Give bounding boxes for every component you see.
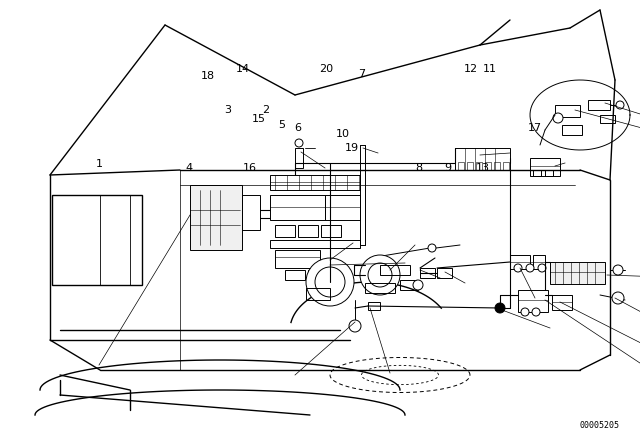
Bar (368, 302, 380, 310)
Bar (555, 105, 580, 117)
Bar (588, 100, 610, 110)
Text: 10: 10 (335, 129, 349, 139)
Bar (510, 255, 530, 269)
Text: 2: 2 (262, 105, 269, 115)
Circle shape (613, 265, 623, 275)
Bar (545, 170, 553, 176)
Bar (600, 115, 615, 123)
Text: 19: 19 (345, 143, 359, 153)
Bar (562, 125, 582, 135)
Text: 14: 14 (236, 65, 250, 74)
Bar (420, 268, 435, 278)
Bar (550, 262, 605, 284)
Bar (306, 288, 330, 300)
Bar (52, 195, 142, 285)
Text: 1: 1 (96, 159, 102, 168)
Text: 13: 13 (476, 163, 490, 173)
Text: 12: 12 (463, 65, 477, 74)
Bar (476, 162, 482, 170)
Text: 18: 18 (201, 71, 215, 81)
Text: 20: 20 (319, 65, 333, 74)
Circle shape (295, 139, 303, 147)
Circle shape (532, 308, 540, 316)
Circle shape (553, 113, 563, 123)
Circle shape (612, 292, 624, 304)
Bar (400, 280, 418, 290)
Bar (380, 265, 410, 275)
Text: 15: 15 (252, 114, 266, 124)
Bar (295, 148, 303, 168)
Text: 4: 4 (185, 163, 193, 173)
Text: 9: 9 (444, 163, 452, 173)
Bar (190, 185, 242, 250)
Circle shape (360, 255, 400, 295)
Circle shape (616, 101, 624, 109)
Bar (530, 158, 560, 176)
Bar (325, 195, 360, 220)
Bar (275, 250, 320, 268)
Circle shape (368, 263, 392, 287)
Bar (533, 170, 541, 176)
Bar (270, 195, 325, 220)
Bar (467, 162, 473, 170)
Text: 00005205: 00005205 (580, 421, 620, 430)
Circle shape (514, 264, 522, 272)
Text: 8: 8 (415, 163, 423, 173)
Circle shape (349, 320, 361, 332)
Bar (321, 225, 341, 237)
Circle shape (428, 244, 436, 252)
Text: 7: 7 (358, 69, 365, 79)
Text: 5: 5 (278, 121, 285, 130)
Bar (533, 255, 545, 269)
Circle shape (413, 280, 423, 290)
Bar (503, 162, 509, 170)
Bar (298, 225, 318, 237)
Bar (518, 290, 548, 312)
Circle shape (521, 308, 529, 316)
Text: 6: 6 (294, 123, 301, 133)
Circle shape (315, 267, 345, 297)
Bar (552, 295, 572, 310)
Circle shape (538, 264, 546, 272)
Bar (285, 270, 305, 280)
Bar (494, 162, 500, 170)
Bar (455, 148, 510, 170)
Bar (242, 195, 260, 230)
Bar (458, 162, 464, 170)
Text: 16: 16 (243, 163, 257, 173)
Bar (485, 162, 491, 170)
Text: 17: 17 (527, 123, 541, 133)
Circle shape (526, 264, 534, 272)
Bar (275, 225, 295, 237)
Bar (270, 240, 360, 248)
Circle shape (495, 303, 505, 313)
Bar (270, 175, 360, 190)
Bar (308, 270, 323, 280)
Bar (365, 283, 395, 293)
Circle shape (306, 258, 354, 306)
Text: 3: 3 (224, 105, 230, 115)
Text: 11: 11 (483, 65, 497, 74)
Bar (437, 268, 452, 278)
